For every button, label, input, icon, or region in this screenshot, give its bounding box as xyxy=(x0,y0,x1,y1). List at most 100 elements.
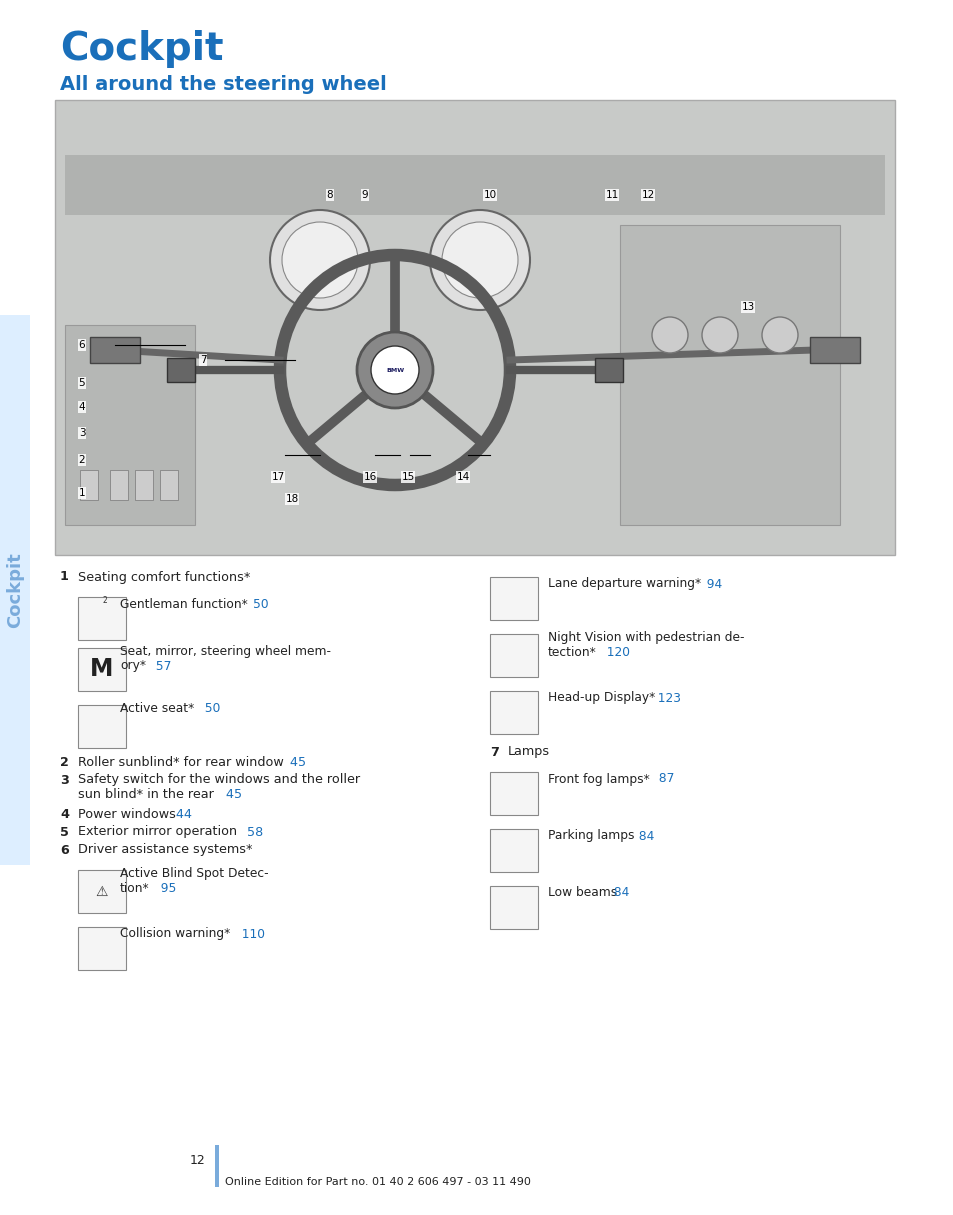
Text: 2: 2 xyxy=(78,454,85,465)
Bar xyxy=(167,358,194,382)
Text: BMW: BMW xyxy=(386,367,404,373)
Bar xyxy=(78,870,126,912)
Text: 17: 17 xyxy=(271,471,284,482)
Text: Active Blind Spot Detec-: Active Blind Spot Detec- xyxy=(120,868,269,881)
Text: 94: 94 xyxy=(699,577,721,590)
Bar xyxy=(80,470,98,501)
Bar xyxy=(490,829,537,872)
Text: 110: 110 xyxy=(233,927,265,940)
Text: Power windows: Power windows xyxy=(78,808,175,820)
Bar xyxy=(490,886,537,929)
Bar xyxy=(65,324,194,525)
Text: 44: 44 xyxy=(168,808,192,820)
Text: Online Edition for Part no. 01 40 2 606 497 - 03 11 490: Online Edition for Part no. 01 40 2 606 … xyxy=(225,1177,530,1187)
Circle shape xyxy=(701,317,738,354)
Text: 16: 16 xyxy=(363,471,376,482)
Text: 6: 6 xyxy=(78,340,85,350)
Text: Seat, mirror, steering wheel mem-: Seat, mirror, steering wheel mem- xyxy=(120,645,331,659)
Text: M: M xyxy=(91,657,113,682)
Bar xyxy=(490,634,537,677)
Text: Cockpit: Cockpit xyxy=(6,552,24,628)
Text: Cockpit: Cockpit xyxy=(60,30,223,68)
Text: 120: 120 xyxy=(598,645,629,659)
Text: 5: 5 xyxy=(60,825,69,838)
Text: sun blind* in the rear: sun blind* in the rear xyxy=(78,787,213,801)
Text: Roller sunblind* for rear window: Roller sunblind* for rear window xyxy=(78,756,283,769)
Text: Active seat*: Active seat* xyxy=(120,702,194,716)
Bar xyxy=(135,470,152,501)
Text: 1: 1 xyxy=(78,488,85,498)
Bar xyxy=(160,470,178,501)
Text: 123: 123 xyxy=(649,691,680,705)
Bar xyxy=(78,705,126,748)
Text: 3: 3 xyxy=(60,774,69,786)
Bar xyxy=(55,100,894,555)
Bar xyxy=(595,358,622,382)
Text: 2: 2 xyxy=(60,756,69,769)
Bar xyxy=(78,927,126,970)
Bar xyxy=(90,337,140,363)
Text: 5: 5 xyxy=(78,378,85,388)
Bar xyxy=(619,225,840,525)
Bar xyxy=(490,691,537,734)
Bar xyxy=(78,597,126,640)
Text: Collision warning*: Collision warning* xyxy=(120,927,230,940)
Text: Low beams: Low beams xyxy=(547,887,617,899)
Text: Lane departure warning*: Lane departure warning* xyxy=(547,577,700,590)
Text: Driver assistance systems*: Driver assistance systems* xyxy=(78,843,253,857)
Text: 9: 9 xyxy=(361,190,368,200)
Bar xyxy=(490,577,537,620)
Circle shape xyxy=(441,222,517,298)
Circle shape xyxy=(356,332,433,408)
Text: Night Vision with pedestrian de-: Night Vision with pedestrian de- xyxy=(547,632,743,644)
Text: 84: 84 xyxy=(630,830,654,842)
Text: ⚠: ⚠ xyxy=(95,885,108,899)
Text: 12: 12 xyxy=(640,190,654,200)
Circle shape xyxy=(371,346,418,394)
Text: 2: 2 xyxy=(102,597,107,605)
Bar xyxy=(65,156,884,215)
Circle shape xyxy=(282,222,357,298)
Text: Lamps: Lamps xyxy=(507,746,550,758)
Text: 4: 4 xyxy=(60,808,69,820)
Bar xyxy=(110,470,128,501)
Text: 58: 58 xyxy=(239,825,263,838)
Text: Seating comfort functions*: Seating comfort functions* xyxy=(78,571,250,583)
Text: Gentleman function*: Gentleman function* xyxy=(120,598,248,610)
Text: 10: 10 xyxy=(483,190,497,200)
Bar xyxy=(490,772,537,815)
Text: All around the steering wheel: All around the steering wheel xyxy=(60,75,386,94)
Text: 12: 12 xyxy=(190,1153,206,1166)
Bar xyxy=(214,1145,219,1187)
Text: Front fog lamps*: Front fog lamps* xyxy=(547,773,649,786)
Text: 95: 95 xyxy=(152,882,176,894)
Text: Parking lamps: Parking lamps xyxy=(547,830,634,842)
Text: tion*: tion* xyxy=(120,882,150,894)
Text: 4: 4 xyxy=(78,402,85,412)
Circle shape xyxy=(651,317,687,354)
Text: Exterior mirror operation: Exterior mirror operation xyxy=(78,825,237,838)
Bar xyxy=(0,315,30,865)
Text: 14: 14 xyxy=(456,471,469,482)
Text: 45: 45 xyxy=(282,756,306,769)
Text: 3: 3 xyxy=(78,428,85,437)
Text: 87: 87 xyxy=(650,773,674,786)
Text: 18: 18 xyxy=(285,495,298,504)
Text: 50: 50 xyxy=(196,702,220,716)
Text: 57: 57 xyxy=(148,660,172,672)
Circle shape xyxy=(761,317,797,354)
Text: 15: 15 xyxy=(401,471,415,482)
Text: 84: 84 xyxy=(605,887,629,899)
Text: ory*: ory* xyxy=(120,660,146,672)
Text: 7: 7 xyxy=(199,355,206,364)
Text: 13: 13 xyxy=(740,303,754,312)
Text: 11: 11 xyxy=(605,190,618,200)
Bar xyxy=(78,648,126,691)
Text: 6: 6 xyxy=(60,843,69,857)
Circle shape xyxy=(270,210,370,310)
Text: 1: 1 xyxy=(60,571,69,583)
Text: 8: 8 xyxy=(326,190,333,200)
Text: 50: 50 xyxy=(253,598,269,610)
Text: Safety switch for the windows and the roller: Safety switch for the windows and the ro… xyxy=(78,774,359,786)
Text: 45: 45 xyxy=(218,787,242,801)
